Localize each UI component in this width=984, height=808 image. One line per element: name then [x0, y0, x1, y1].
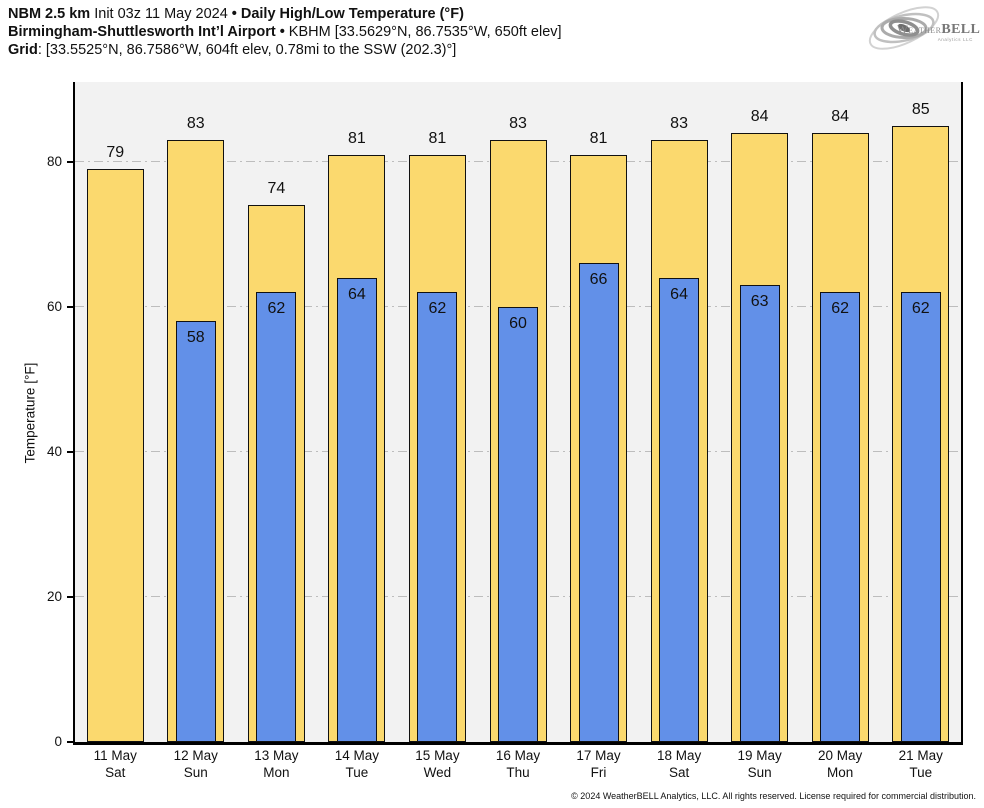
x-label-day: Tue — [345, 765, 369, 780]
low-temperature-bar — [739, 285, 780, 742]
y-axis-tick — [67, 741, 75, 743]
high-value-label: 84 — [831, 107, 850, 125]
y-axis-tick-label: 60 — [46, 298, 62, 314]
y-axis-tick — [67, 160, 75, 163]
x-label-date: 20 May — [818, 748, 863, 763]
x-label-day: Sun — [747, 765, 772, 780]
high-value-label: 85 — [911, 100, 930, 118]
x-label-date: 12 May — [173, 748, 218, 763]
x-label-day: Tue — [909, 765, 933, 780]
hurricane-swirl-icon: WeatherBELL Analytics LLC — [868, 6, 980, 50]
x-label-day: Wed — [423, 765, 452, 780]
header-line-2: Birmingham-Shuttlesworth Int’l Airport • K… — [8, 23, 562, 41]
low-value-label: 62 — [428, 300, 447, 318]
plot-area: 79 83 58 74 62 81 64 81 62 83 60 81 66 83 64 84 63 84 62 85… — [73, 82, 963, 745]
station-name: Birmingham-Shuttlesworth Int’l Airport — [8, 24, 276, 40]
low-temperature-bar — [336, 277, 377, 742]
low-temperature-bar — [900, 292, 941, 742]
low-temperature-bar — [256, 292, 297, 742]
logo-text-bell: BELL — [941, 22, 980, 37]
x-label-date: 19 May — [737, 748, 782, 763]
x-label-day: Thu — [506, 765, 530, 780]
x-axis-tick-label: 11 May Sat — [75, 747, 156, 781]
svg-text:WeatherBELL: WeatherBELL — [897, 22, 980, 37]
product-title: Daily High/Low Temperature (°F) — [240, 6, 464, 22]
low-temperature-bar — [417, 292, 458, 742]
x-label-date: 17 May — [576, 748, 621, 763]
bullet-separator: • — [231, 6, 237, 22]
high-value-label: 81 — [428, 129, 447, 147]
x-label-day: Sat — [105, 765, 126, 780]
x-label-date: 14 May — [334, 748, 380, 763]
low-value-label: 64 — [670, 285, 688, 303]
high-value-label: 74 — [267, 180, 286, 198]
x-label-date: 11 May — [93, 748, 137, 763]
low-value-label: 64 — [347, 285, 366, 303]
x-axis-tick-label: 20 May Mon — [800, 747, 881, 781]
chart-header: NBM 2.5 km Init 03z 11 May 2024 • Daily Hi… — [8, 5, 562, 59]
header-line-3: Grid: [33.5525°N, 86.7586°W, 604ft elev,… — [8, 41, 562, 59]
low-value-label: 66 — [589, 271, 608, 289]
weatherbell-logo: WeatherBELL Analytics LLC — [860, 3, 980, 53]
x-label-day: Sat — [668, 765, 690, 780]
low-value-label: 62 — [911, 300, 930, 318]
station-details: KBHM [33.5629°N, 86.7535°W, 650ft elev] — [288, 24, 562, 40]
high-value-label: 83 — [509, 115, 527, 133]
x-axis-tick-label: 16 May Thu — [478, 747, 559, 781]
y-axis-tick — [67, 450, 75, 453]
low-temperature-bar — [659, 277, 700, 742]
x-label-day: Mon — [263, 765, 290, 780]
low-temperature-bar — [498, 306, 538, 742]
x-label-date: 18 May — [656, 748, 702, 763]
high-value-label: 81 — [347, 129, 366, 147]
x-axis-tick-label: 18 May Sat — [639, 747, 720, 781]
low-value-label: 58 — [186, 329, 205, 347]
x-axis-tick-label: 15 May Wed — [397, 747, 478, 781]
y-axis-tick-label: 20 — [46, 588, 62, 604]
x-label-day: Fri — [590, 765, 607, 780]
x-axis-tick-label: 17 May Fri — [558, 747, 639, 781]
x-axis-tick-label: 19 May Sun — [719, 747, 800, 781]
low-temperature-bar — [820, 292, 861, 742]
high-value-label: 79 — [106, 144, 125, 162]
grid-label: Grid — [8, 42, 38, 58]
x-label-day: Sun — [183, 765, 208, 780]
y-axis-tick-label: 40 — [46, 443, 62, 459]
copyright-notice: © 2024 WeatherBELL Analytics, LLC. All r… — [571, 791, 976, 801]
high-value-label: 81 — [589, 129, 608, 147]
model-name: NBM 2.5 km — [8, 6, 91, 22]
low-value-label: 63 — [750, 293, 769, 311]
grid-details: : [33.5525°N, 86.7586°W, 604ft elev, 0.7… — [37, 42, 457, 58]
x-label-date: 13 May — [254, 748, 299, 763]
y-axis-tick-label: 0 — [54, 734, 62, 749]
init-time: Init 03z 11 May 2024 — [94, 6, 228, 22]
high-value-label: 83 — [186, 115, 205, 133]
y-axis-tick — [67, 305, 75, 308]
low-value-label: 62 — [831, 300, 850, 318]
low-value-label: 62 — [267, 300, 286, 318]
high-value-label: 83 — [670, 115, 688, 133]
logo-text-weather: Weather — [897, 24, 942, 36]
header-line-1: NBM 2.5 km Init 03z 11 May 2024 • Daily Hi… — [8, 5, 562, 23]
x-axis-tick-label: 13 May Mon — [236, 747, 317, 781]
low-value-label: 60 — [509, 314, 527, 332]
x-label-day: Mon — [827, 765, 854, 780]
x-label-date: 16 May — [495, 748, 541, 763]
logo-subtitle: Analytics LLC — [938, 37, 973, 42]
x-axis-tick-label: 14 May Tue — [317, 747, 398, 781]
bullet-separator: • — [279, 24, 285, 40]
x-label-date: 21 May — [898, 748, 943, 763]
low-temperature-bar — [578, 263, 619, 742]
x-axis-tick-label: 21 May Tue — [880, 747, 961, 781]
y-axis-tick — [67, 595, 75, 598]
low-temperature-bar — [175, 321, 216, 742]
high-temperature-bar — [86, 169, 144, 742]
x-label-date: 15 May — [415, 748, 460, 763]
high-value-label: 84 — [750, 107, 769, 125]
y-axis-tick-label: 80 — [46, 153, 62, 169]
x-axis-tick-label: 12 May Sun — [156, 747, 237, 781]
